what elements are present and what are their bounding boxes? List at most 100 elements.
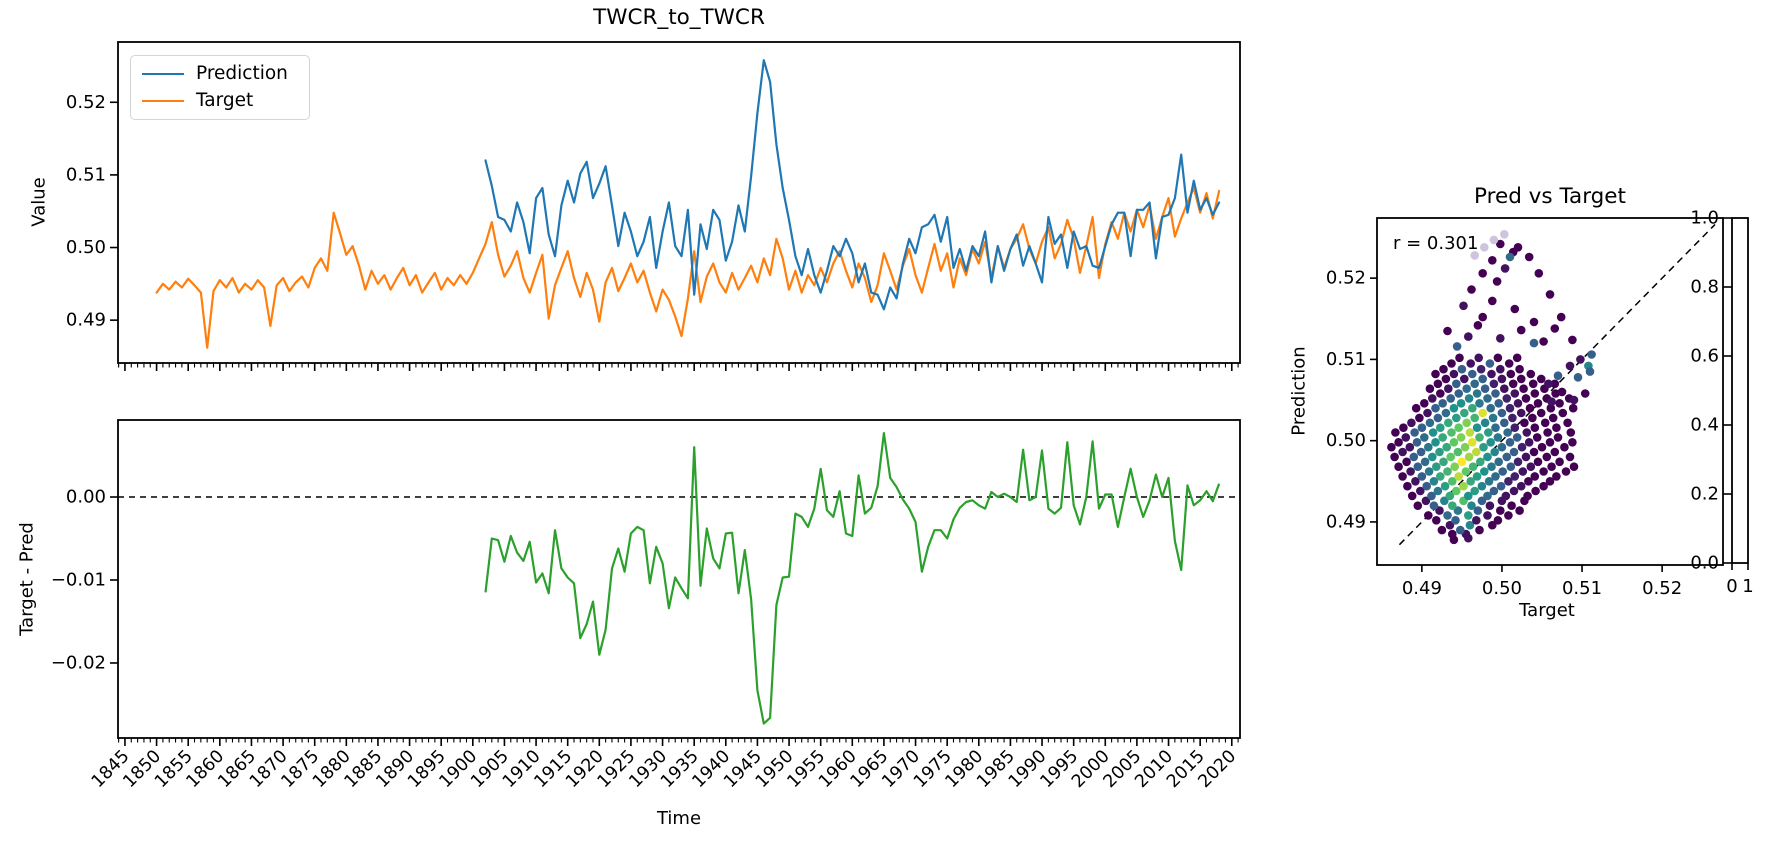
scatter-point bbox=[1550, 324, 1560, 333]
scatter-point bbox=[1500, 230, 1509, 239]
scatter-point bbox=[1568, 335, 1577, 345]
scatter-point bbox=[1519, 384, 1528, 394]
scatter-point bbox=[1436, 389, 1445, 398]
value-tick-label: 0.52 bbox=[66, 92, 106, 113]
scatter-point bbox=[1555, 457, 1564, 467]
scatter-point bbox=[1437, 525, 1447, 535]
scatter-point bbox=[1540, 418, 1550, 428]
scatter-point bbox=[1505, 252, 1515, 262]
scatter-point bbox=[1450, 462, 1459, 472]
scatter-point bbox=[1394, 438, 1403, 447]
scatter-point bbox=[1530, 472, 1540, 481]
scatter-point bbox=[1518, 467, 1528, 476]
time-axis-label: Time bbox=[656, 808, 702, 829]
scatter-point bbox=[1529, 447, 1539, 457]
scatter-point bbox=[1539, 481, 1548, 491]
strip-x-tick-label: 0 bbox=[1726, 576, 1737, 597]
scatter-point bbox=[1547, 462, 1556, 472]
scatter-point bbox=[1417, 423, 1427, 433]
scatter-point bbox=[1464, 491, 1473, 501]
scatter-point bbox=[1475, 399, 1484, 408]
scatter-point bbox=[1531, 486, 1540, 496]
scatter-point bbox=[1470, 486, 1479, 496]
scatter-point bbox=[1433, 413, 1443, 423]
scatter-point bbox=[1510, 389, 1520, 398]
scatter-point bbox=[1493, 433, 1503, 442]
strip-axes-box bbox=[1731, 217, 1749, 564]
scatter-point bbox=[1423, 408, 1432, 418]
scatter-point bbox=[1465, 428, 1475, 437]
scatter-point bbox=[1565, 452, 1575, 462]
scatter-point bbox=[1470, 379, 1479, 389]
scatter-y-tick-label: 0.52 bbox=[1326, 268, 1366, 289]
scatter-point bbox=[1560, 442, 1569, 452]
scatter-point bbox=[1445, 491, 1455, 501]
scatter-point bbox=[1501, 491, 1511, 501]
scatter-point bbox=[1580, 389, 1590, 398]
scatter-point bbox=[1413, 462, 1423, 472]
scatter-point bbox=[1491, 389, 1500, 398]
strip-x-tick-label: 1 bbox=[1742, 576, 1753, 597]
scatter-point bbox=[1467, 501, 1476, 511]
scatter-point bbox=[1439, 457, 1448, 467]
value-axis-label: Value bbox=[28, 177, 50, 227]
scatter-point bbox=[1456, 399, 1466, 408]
scatter-point bbox=[1552, 472, 1561, 481]
correlation-annotation: r = 0.301 bbox=[1393, 233, 1479, 254]
scatter-point bbox=[1457, 364, 1467, 374]
diff-axis-label: Target - Pred bbox=[16, 522, 38, 636]
scatter-point bbox=[1398, 472, 1407, 481]
scatter-point bbox=[1401, 433, 1411, 442]
scatter-point bbox=[1537, 442, 1547, 452]
scatter-point bbox=[1476, 457, 1485, 467]
scatter-point bbox=[1483, 491, 1492, 501]
scatter-point bbox=[1452, 342, 1462, 351]
scatter-point bbox=[1443, 511, 1452, 520]
scatter-point bbox=[1544, 379, 1553, 389]
scatter-point bbox=[1462, 384, 1471, 394]
value-tick-label: 0.49 bbox=[66, 310, 106, 331]
scatter-point bbox=[1496, 364, 1505, 374]
scatter-point bbox=[1530, 389, 1540, 398]
scatter-point bbox=[1410, 428, 1419, 437]
scatter-point bbox=[1399, 423, 1408, 433]
scatter-point bbox=[1440, 496, 1449, 506]
scatter-point bbox=[1497, 408, 1507, 418]
scatter-y-tick-label: 0.49 bbox=[1326, 511, 1366, 532]
scatter-point bbox=[1521, 394, 1531, 403]
scatter-point bbox=[1453, 447, 1463, 457]
scatter-x-tick-label: 0.52 bbox=[1642, 578, 1682, 599]
scatter-point bbox=[1447, 359, 1456, 368]
scatter-point bbox=[1557, 387, 1567, 397]
scatter-point bbox=[1478, 374, 1487, 384]
scatter-point bbox=[1468, 369, 1477, 379]
scatter-point bbox=[1477, 496, 1487, 506]
value-tick-label: 0.50 bbox=[66, 237, 106, 258]
scatter-point bbox=[1497, 374, 1507, 384]
scatter-point bbox=[1585, 367, 1595, 376]
scatter-point bbox=[1407, 491, 1417, 501]
scatter-point bbox=[1509, 447, 1519, 457]
scatter-point bbox=[1516, 481, 1526, 491]
scatter-point bbox=[1536, 374, 1546, 384]
scatter-point bbox=[1552, 423, 1561, 433]
scatter-point bbox=[1521, 452, 1531, 462]
scatter-point bbox=[1494, 457, 1503, 467]
scatter-point bbox=[1461, 467, 1471, 476]
scatter-point bbox=[1420, 399, 1429, 408]
scatter-y-tick-label: 0.51 bbox=[1326, 349, 1366, 370]
scatter-point bbox=[1472, 516, 1481, 525]
scatter-point bbox=[1493, 516, 1503, 525]
scatter-point bbox=[1475, 525, 1484, 535]
scatter-point bbox=[1411, 477, 1420, 486]
scatter-point bbox=[1522, 428, 1532, 437]
scatter-point bbox=[1480, 418, 1490, 428]
scatter-point bbox=[1533, 457, 1543, 467]
scatter-point bbox=[1421, 496, 1431, 506]
scatter-point bbox=[1424, 511, 1433, 520]
scatter-point bbox=[1452, 486, 1461, 496]
scatter-point bbox=[1486, 438, 1495, 447]
scatter-point bbox=[1436, 423, 1445, 433]
scatter-point bbox=[1545, 438, 1555, 447]
